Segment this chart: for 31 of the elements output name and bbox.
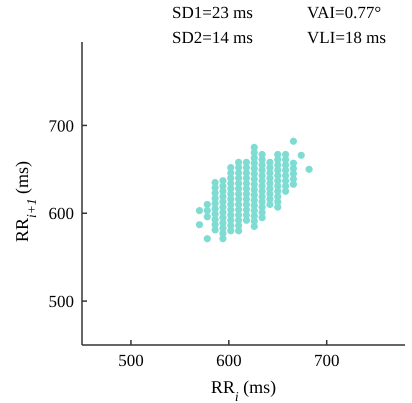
point xyxy=(204,213,211,220)
point xyxy=(196,221,204,228)
point xyxy=(196,207,204,214)
point xyxy=(298,152,305,159)
point xyxy=(290,180,298,188)
point xyxy=(250,222,258,230)
point xyxy=(204,235,211,242)
point xyxy=(219,235,227,242)
point xyxy=(212,226,219,234)
point xyxy=(274,204,282,211)
annotation: VLI=18 ms xyxy=(307,28,386,47)
point xyxy=(235,227,242,234)
x-tick-label: 500 xyxy=(118,351,144,370)
point xyxy=(258,214,266,222)
point xyxy=(227,227,234,234)
point xyxy=(204,200,211,208)
x-axis-title: RR$_{i}$ (ms) xyxy=(210,377,276,403)
x-tick-label: 600 xyxy=(216,351,242,370)
point xyxy=(266,200,274,208)
point xyxy=(290,138,298,145)
y-tick-label: 600 xyxy=(48,204,74,224)
text: SD1=23 ms xyxy=(172,3,253,22)
point xyxy=(305,166,313,173)
x-tick-label: 700 xyxy=(314,351,340,370)
y-tick-label: 700 xyxy=(48,116,74,136)
annotation: SD2=14 ms xyxy=(172,28,253,47)
point xyxy=(242,216,250,224)
y-tick-label: 500 xyxy=(48,292,74,312)
point xyxy=(282,188,290,195)
text: VAI=0.77° xyxy=(307,3,382,22)
point xyxy=(204,207,211,214)
